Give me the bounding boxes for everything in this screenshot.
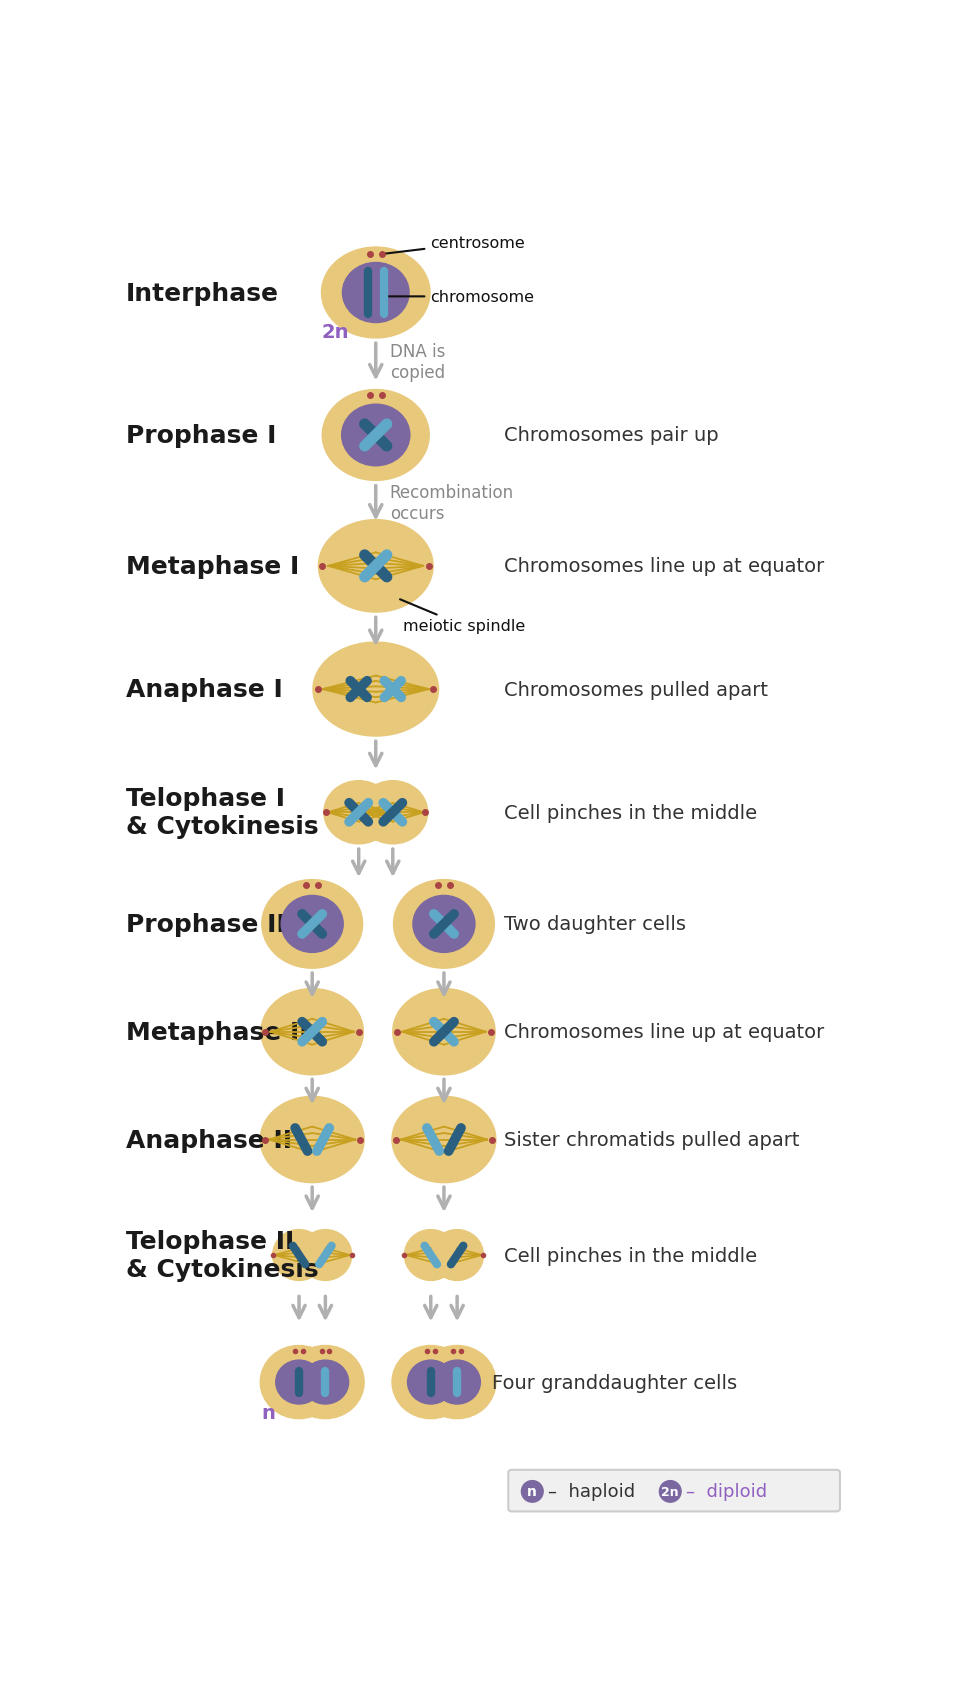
Ellipse shape bbox=[413, 896, 475, 953]
Ellipse shape bbox=[434, 1360, 480, 1405]
Text: Chromosomes pulled apart: Chromosomes pulled apart bbox=[504, 679, 768, 700]
Ellipse shape bbox=[324, 782, 394, 845]
Text: Cell pinches in the middle: Cell pinches in the middle bbox=[504, 1246, 756, 1265]
Text: Two daughter cells: Two daughter cells bbox=[504, 915, 685, 934]
Ellipse shape bbox=[343, 263, 409, 323]
Ellipse shape bbox=[358, 782, 427, 845]
Ellipse shape bbox=[313, 644, 439, 737]
Text: Chromosomes pair up: Chromosomes pair up bbox=[504, 427, 718, 446]
Text: –  diploid: – diploid bbox=[685, 1483, 767, 1500]
Text: meiotic spindle: meiotic spindle bbox=[400, 599, 525, 633]
Ellipse shape bbox=[262, 881, 363, 968]
Ellipse shape bbox=[302, 1360, 348, 1405]
Ellipse shape bbox=[408, 1360, 454, 1405]
Circle shape bbox=[521, 1480, 543, 1502]
Text: n: n bbox=[527, 1485, 538, 1499]
Text: Chromosomes line up at equator: Chromosomes line up at equator bbox=[504, 556, 824, 575]
Text: Interphase: Interphase bbox=[126, 282, 279, 306]
Text: centrosome: centrosome bbox=[385, 236, 525, 254]
Text: Anaphase I: Anaphase I bbox=[126, 678, 283, 702]
Text: Telophase I
& Cytokinesis: Telophase I & Cytokinesis bbox=[126, 787, 319, 838]
Ellipse shape bbox=[392, 1345, 469, 1419]
Text: Four granddaughter cells: Four granddaughter cells bbox=[492, 1372, 737, 1391]
FancyBboxPatch shape bbox=[508, 1470, 840, 1511]
Text: Sister chromatids pulled apart: Sister chromatids pulled apart bbox=[504, 1130, 799, 1149]
Ellipse shape bbox=[273, 1229, 325, 1280]
Ellipse shape bbox=[276, 1360, 323, 1405]
Text: Prophase II: Prophase II bbox=[126, 912, 286, 937]
Ellipse shape bbox=[260, 1098, 364, 1183]
Ellipse shape bbox=[299, 1229, 351, 1280]
Ellipse shape bbox=[261, 988, 363, 1075]
Text: Recombination
occurs: Recombination occurs bbox=[390, 485, 514, 522]
Ellipse shape bbox=[419, 1345, 496, 1419]
Ellipse shape bbox=[342, 405, 410, 466]
Ellipse shape bbox=[322, 248, 430, 338]
Ellipse shape bbox=[404, 1229, 457, 1280]
Ellipse shape bbox=[323, 391, 429, 481]
Text: Telophase II
& Cytokinesis: Telophase II & Cytokinesis bbox=[126, 1229, 319, 1282]
Ellipse shape bbox=[260, 1345, 338, 1419]
Ellipse shape bbox=[287, 1345, 364, 1419]
Text: Chromosomes line up at equator: Chromosomes line up at equator bbox=[504, 1022, 824, 1041]
Text: Metaphase II: Metaphase II bbox=[126, 1021, 309, 1045]
Circle shape bbox=[660, 1480, 681, 1502]
Text: 2n: 2n bbox=[661, 1485, 679, 1499]
Text: Anaphase II: Anaphase II bbox=[126, 1128, 292, 1152]
Text: DNA is
copied: DNA is copied bbox=[390, 343, 445, 382]
Text: n: n bbox=[261, 1403, 275, 1422]
Text: Prophase I: Prophase I bbox=[126, 423, 276, 447]
Text: chromosome: chromosome bbox=[386, 290, 534, 304]
Ellipse shape bbox=[431, 1229, 484, 1280]
Text: 2n: 2n bbox=[322, 323, 349, 341]
Text: Cell pinches in the middle: Cell pinches in the middle bbox=[504, 804, 756, 823]
Ellipse shape bbox=[394, 881, 494, 968]
Ellipse shape bbox=[392, 1098, 496, 1183]
Ellipse shape bbox=[393, 988, 495, 1075]
Text: Metaphase I: Metaphase I bbox=[126, 555, 300, 579]
Ellipse shape bbox=[281, 896, 344, 953]
Text: –  haploid: – haploid bbox=[548, 1483, 635, 1500]
Ellipse shape bbox=[319, 521, 433, 613]
